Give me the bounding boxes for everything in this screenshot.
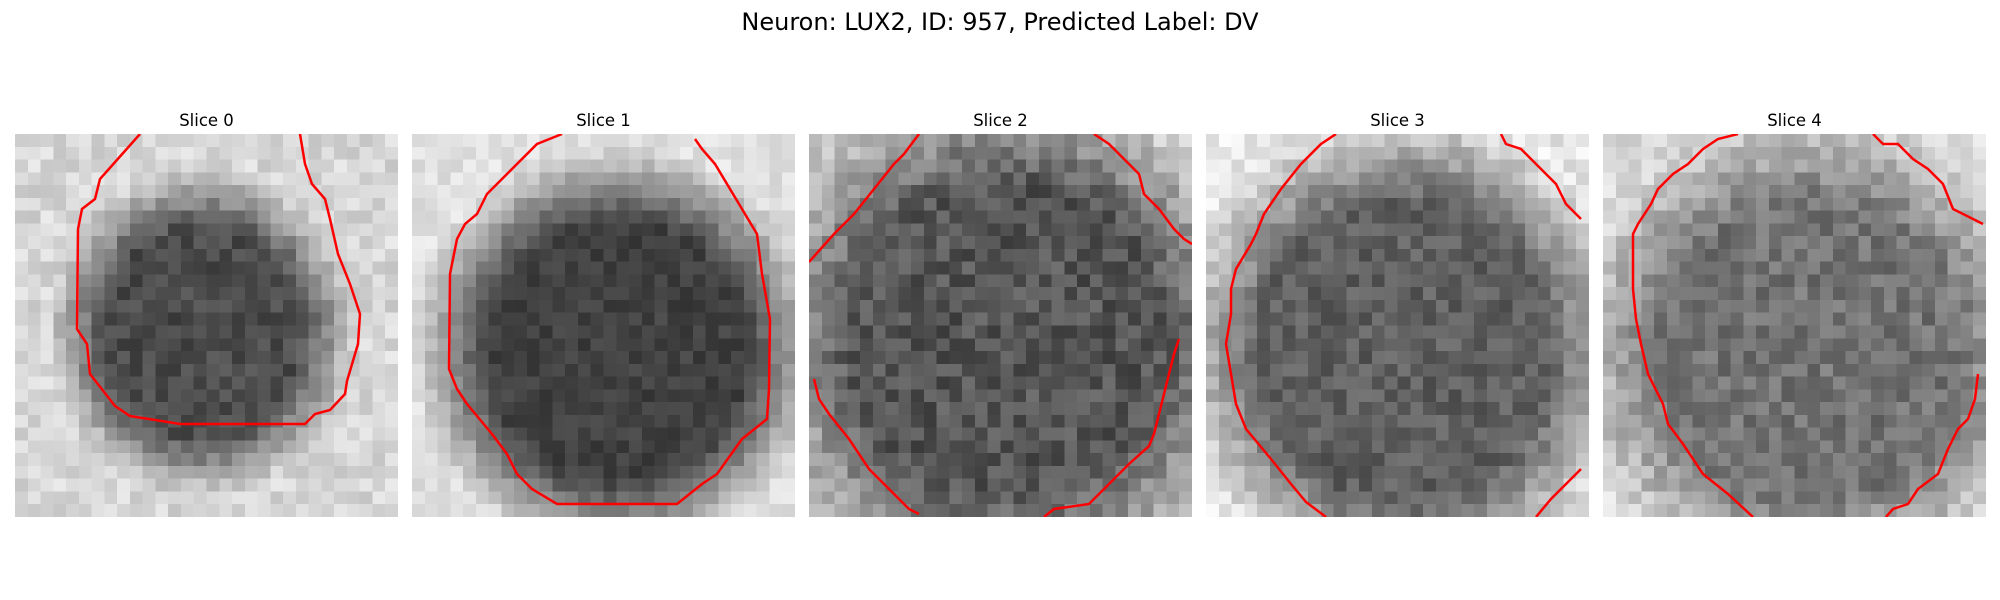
slice-panel-3: Slice 3 bbox=[1206, 110, 1589, 517]
slice-title-2: Slice 2 bbox=[973, 111, 1028, 130]
slice-panel-4: Slice 4 bbox=[1603, 110, 1986, 517]
slice-title-1: Slice 1 bbox=[576, 111, 631, 130]
contour-overlay-1 bbox=[447, 134, 772, 506]
contour-overlay-3 bbox=[1224, 134, 1582, 517]
slice-panel-1: Slice 1 bbox=[412, 110, 795, 517]
slice-image-0 bbox=[15, 134, 398, 517]
figure-title: Neuron: LUX2, ID: 957, Predicted Label: … bbox=[741, 8, 1259, 36]
contour-overlay-4 bbox=[1631, 134, 1984, 517]
contour-overlay-0 bbox=[75, 134, 362, 426]
slice-image-2 bbox=[809, 134, 1192, 517]
slice-panel-2: Slice 2 bbox=[809, 110, 1192, 517]
slice-image-3 bbox=[1206, 134, 1589, 517]
slice-title-4: Slice 4 bbox=[1767, 111, 1822, 130]
contour-overlay-2 bbox=[809, 134, 1192, 517]
slice-title-0: Slice 0 bbox=[179, 111, 234, 130]
slice-image-4 bbox=[1603, 134, 1986, 517]
slice-title-3: Slice 3 bbox=[1370, 111, 1425, 130]
slice-panel-0: Slice 0 bbox=[15, 110, 398, 517]
